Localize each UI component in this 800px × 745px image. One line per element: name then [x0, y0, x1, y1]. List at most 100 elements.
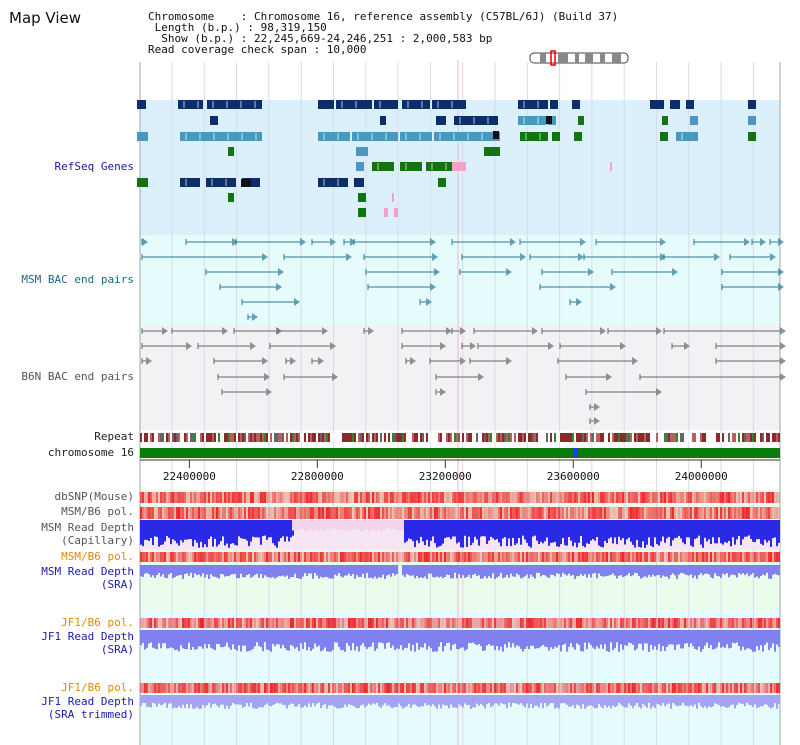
jf1-b6-pol-heat: [582, 618, 584, 628]
jf1-depth-sra-bar: [390, 630, 392, 648]
jf1-depth-trim-bar: [454, 695, 456, 708]
dbsnp-heat: [206, 492, 208, 503]
repeat-feature: [580, 433, 582, 442]
jf1-depth-sra-bar: [606, 630, 608, 652]
msm-depth-sra-bar: [150, 565, 152, 578]
msm-depth-cap-bar: [652, 520, 654, 548]
msm-b6-pol-sra-heat: [672, 552, 674, 562]
refseq-genes-label[interactable]: RefSeq Genes: [54, 160, 134, 173]
jf1-depth-sra-bar: [260, 630, 262, 647]
dbsnp-heat: [724, 492, 726, 503]
msm-depth-cap-low: [338, 520, 340, 529]
dbsnp-heat: [406, 492, 408, 503]
jf1-depth-sra-bar: [380, 630, 382, 643]
msm-b6-pol-sra-heat: [384, 552, 386, 562]
repeat-feature: [144, 433, 146, 442]
jf1-b6-pol-trim-heat: [608, 683, 610, 693]
msm-depth-cap-bar: [662, 520, 664, 537]
jf1-depth-sra-bar: [476, 630, 478, 646]
jf1-depth-sra-bar: [322, 630, 324, 651]
jf1-depth-trim-bar: [402, 695, 404, 709]
jf1-b6-pol-label[interactable]: JF1/B6 pol.: [61, 616, 134, 629]
jf1-depth-trim-bar: [166, 695, 168, 708]
msm-depth-cap-bar: [534, 520, 536, 536]
jf1-b6-pol-trim-heat: [460, 683, 462, 693]
jf1-b6-pol-heat: [178, 618, 180, 628]
jf1-b6-pol-trim-heat: [292, 683, 294, 693]
msm-b6-pol-sra-heat: [278, 552, 280, 562]
msm-b6-pol-sra-heat: [180, 552, 182, 562]
b6n-bac-label[interactable]: B6N BAC end pairs: [21, 370, 134, 383]
jf1-b6-pol-trim-heat: [270, 683, 272, 693]
jf1-b6-pol-trim-heat: [486, 683, 488, 693]
msm-b6-pol-sra-heat: [160, 552, 162, 562]
jf1-depth-sra-bar: [184, 630, 186, 650]
repeat-feature: [156, 433, 158, 442]
jf1-b6-pol-heat: [520, 618, 522, 628]
msm-depth-cap-bar: [198, 520, 200, 548]
msm-depth-sra-label[interactable]: MSM Read Depth: [41, 565, 134, 578]
jf1-depth-sra-bar: [252, 630, 254, 649]
repeat-feature: [616, 433, 618, 442]
msm-depth-sra-bar: [746, 565, 748, 574]
msm-b6-pol-heat: [534, 507, 536, 519]
jf1-depth-trim-bar: [220, 695, 222, 705]
jf1-depth-trim-bar: [542, 695, 544, 709]
msm-b6-pol-heat: [338, 507, 340, 519]
jf1-depth-sra-bar: [516, 630, 518, 646]
msm-depth-capillary-label[interactable]: MSM Read Depth: [41, 521, 134, 534]
msm-bac-label[interactable]: MSM BAC end pairs: [21, 273, 134, 286]
jf1-depth-sra-bar: [292, 630, 294, 647]
msm-depth-sra-bar: [640, 565, 642, 579]
msm-depth-cap-bar: [540, 520, 542, 542]
repeat-feature: [154, 433, 156, 442]
jf1-depth-sra-bar: [414, 630, 416, 652]
jf1-depth-trim-bar: [332, 695, 334, 706]
jf1-b6-pol-heat: [332, 618, 334, 628]
repeat-label[interactable]: Repeat: [94, 430, 134, 443]
msm-b6-pol-sra-heat: [696, 552, 698, 562]
jf1-depth-sra-bar: [230, 630, 232, 650]
msm-b6-pol-sra-heat: [660, 552, 662, 562]
jf1-depth-sra-bar: [224, 630, 226, 647]
repeat-feature: [468, 433, 470, 442]
jf1-depth-sra-bar: [712, 630, 714, 650]
msm-b6-pol-heat: [162, 507, 164, 519]
jf1-depth-trim-label[interactable]: JF1 Read Depth: [41, 695, 134, 708]
msm-depth-cap-bar: [672, 520, 674, 541]
jf1-depth-trim-bar: [370, 695, 372, 706]
repeat-feature: [652, 433, 654, 442]
msm-b6-pol-sra-heat: [594, 552, 596, 562]
msm-b6-pol-heat: [166, 507, 168, 519]
jf1-b6-pol-trim-heat: [440, 683, 442, 693]
jf1-b6-pol-trim-heat: [712, 683, 714, 693]
msm-b6-pol-sra-heat: [566, 552, 568, 562]
msm-b6-pol-sra-heat: [542, 552, 544, 562]
msm-depth-sra-bar: [414, 565, 416, 579]
msm-depth-cap-low: [358, 520, 360, 530]
jf1-b6-pol-heat: [708, 618, 710, 628]
jf1-depth-sra-bar: [656, 630, 658, 650]
chromosome-label[interactable]: chromosome 16: [47, 446, 134, 459]
dbsnp-heat: [174, 492, 176, 503]
msm-depth-cap-bar: [658, 520, 660, 546]
jf1-depth-sra-label[interactable]: JF1 Read Depth: [41, 630, 134, 643]
jf1-b6-pol-trim-label[interactable]: JF1/B6 pol.: [61, 681, 134, 694]
jf1-depth-trim-bar: [642, 695, 644, 704]
msm-b6-pol-sra-heat: [454, 552, 456, 562]
msm-b6-pol-sra-label[interactable]: MSM/B6 pol.: [61, 550, 134, 563]
repeat-feature: [696, 433, 698, 442]
jf1-b6-pol-heat: [776, 618, 778, 628]
jf1-b6-pol-heat: [164, 618, 166, 628]
b6n-bac-arrow: [780, 342, 786, 350]
gene-exon: [670, 100, 680, 109]
jf1-depth-sra-bar: [244, 630, 246, 646]
jf1-b6-pol-trim-heat: [442, 683, 444, 693]
dbsnp-heat: [384, 492, 386, 503]
msm-depth-sra-bar: [340, 565, 342, 577]
msm-depth-cap-bar: [550, 520, 552, 543]
jf1-b6-pol-heat: [338, 618, 340, 628]
msm-b6-pol-sra-heat: [418, 552, 420, 562]
dbsnp-label[interactable]: dbSNP(Mouse): [54, 490, 134, 503]
msm-b6-pol-label[interactable]: MSM/B6 pol.: [61, 505, 134, 518]
